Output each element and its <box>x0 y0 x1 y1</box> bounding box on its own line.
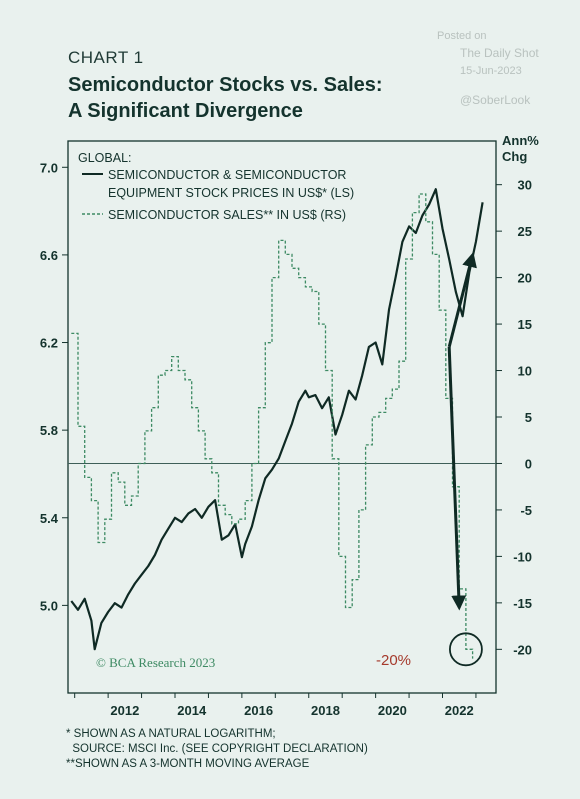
plot-frame <box>67 140 497 694</box>
chart-title: Semiconductor Stocks vs. Sales: A Signif… <box>68 72 383 124</box>
right-tick-label-4: 0 <box>525 456 532 471</box>
watermark-date: 15-Jun-2023 <box>460 65 522 77</box>
down-arrow <box>447 346 467 611</box>
x-tick-label-5: 2022 <box>445 703 474 718</box>
left-tick-label-1: 5.4 <box>40 511 59 526</box>
footnotes: * SHOWN AS A NATURAL LOGARITHM; SOURCE: … <box>66 727 368 772</box>
x-tick-label-1: 2014 <box>177 703 207 718</box>
legend-stock-line-1: SEMICONDUCTOR & SEMICONDUCTOR <box>108 168 346 182</box>
right-tick-label-2: -10 <box>513 549 532 564</box>
x-tick-label-0: 2012 <box>110 703 139 718</box>
watermark-source: The Daily Shot <box>460 46 539 60</box>
right-tick-label-10: 30 <box>518 178 532 193</box>
footnote-3: **SHOWN AS A 3-MONTH MOVING AVERAGE <box>66 758 310 770</box>
x-tick-label-4: 2020 <box>378 703 407 718</box>
left-tick-label-5: 7.0 <box>40 160 58 175</box>
annotation-label: -20% <box>376 652 411 669</box>
right-tick-label-3: -5 <box>520 503 532 518</box>
right-tick-label-8: 20 <box>518 271 532 286</box>
copyright-label: © BCA Research 2023 <box>96 655 215 670</box>
watermark-handle: @SoberLook <box>460 93 531 107</box>
right-axis-label-2: Chg <box>502 149 527 164</box>
footnote-1: * SHOWN AS A NATURAL LOGARITHM; <box>66 728 276 740</box>
legend-heading: GLOBAL: <box>78 151 132 165</box>
legend: GLOBAL: SEMICONDUCTOR & SEMICONDUCTOR EQ… <box>78 151 354 222</box>
stock-series-line <box>70 188 484 651</box>
up-arrow <box>447 251 477 348</box>
footnote-2: SOURCE: MSCI Inc. (SEE COPYRIGHT DECLARA… <box>66 743 368 755</box>
right-tick-label-9: 25 <box>518 224 532 239</box>
legend-sales-label: SEMICONDUCTOR SALES** IN US$ (RS) <box>108 208 346 222</box>
left-tick-label-0: 5.0 <box>40 598 58 613</box>
left-tick-label-2: 5.8 <box>40 423 58 438</box>
right-tick-label-7: 15 <box>518 317 532 332</box>
right-axis-label-1: Ann% <box>502 133 539 148</box>
chart-title-line-2: A Significant Divergence <box>68 100 303 122</box>
highlight-circle <box>449 632 483 667</box>
right-tick-label-1: -15 <box>513 596 532 611</box>
legend-stock-line-2: EQUIPMENT STOCK PRICES IN US$* (LS) <box>108 186 354 200</box>
watermark-posted: Posted on <box>437 30 487 42</box>
right-tick-label-5: 5 <box>525 410 532 425</box>
left-tick-label-4: 6.6 <box>40 248 58 263</box>
chart-kicker: CHART 1 <box>68 48 144 67</box>
chart-title-line-1: Semiconductor Stocks vs. Sales: <box>68 74 383 96</box>
x-tick-label-2: 2016 <box>244 703 273 718</box>
left-tick-label-3: 6.2 <box>40 336 58 351</box>
sales-series-line <box>71 193 474 659</box>
right-tick-label-0: -20 <box>513 642 532 657</box>
right-tick-label-6: 10 <box>518 364 532 379</box>
x-tick-label-3: 2018 <box>311 703 340 718</box>
